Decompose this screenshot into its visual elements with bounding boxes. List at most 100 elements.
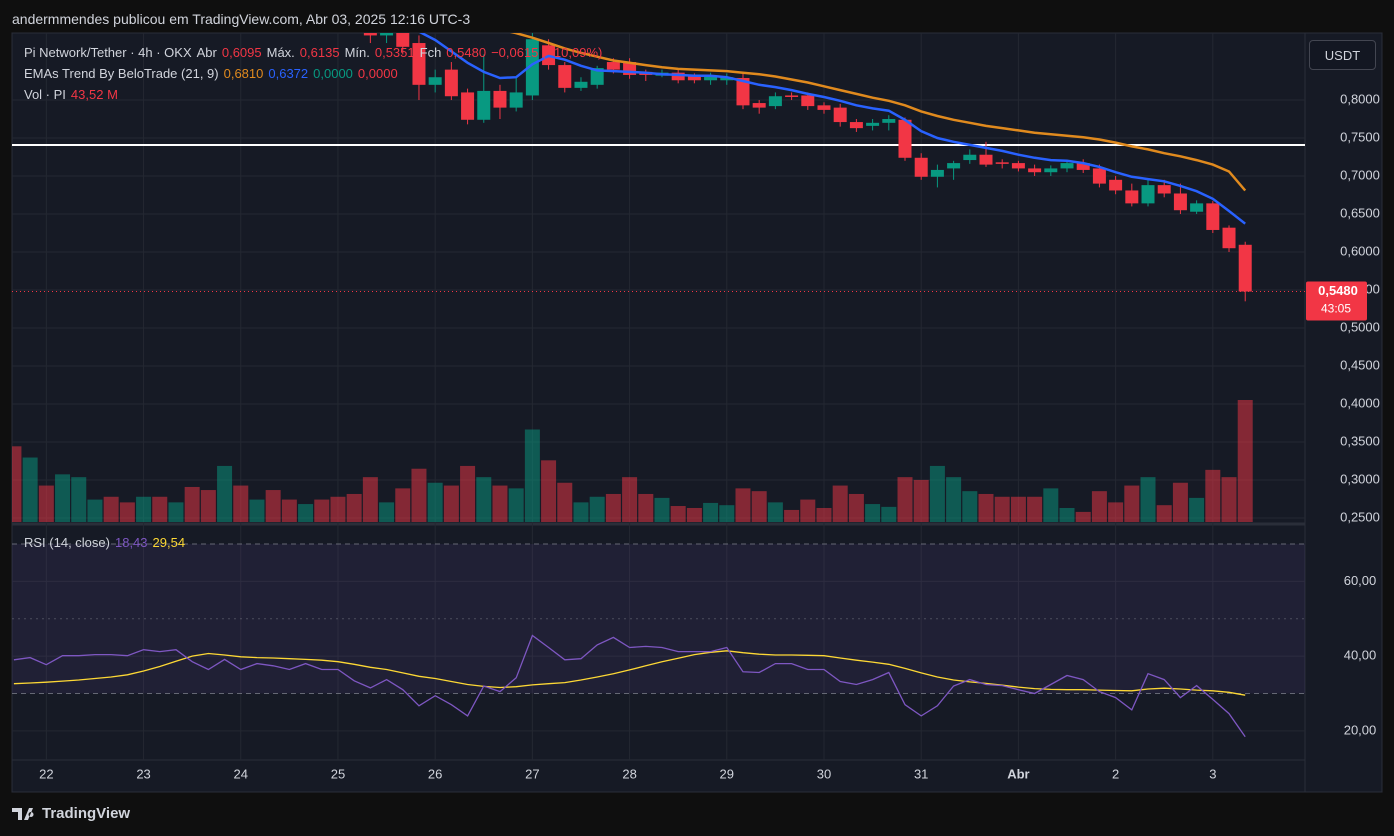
candle-body <box>963 154 977 161</box>
brand-name: TradingView <box>42 805 131 822</box>
volume-bar <box>1027 496 1043 522</box>
candle-body <box>348 0 361 9</box>
candle-body <box>1157 185 1171 194</box>
brand-logo <box>12 807 34 820</box>
volume-bar <box>978 493 994 522</box>
candle-body <box>1206 203 1220 230</box>
candle-body <box>704 75 718 81</box>
ohlc-label: Fch <box>419 45 442 60</box>
candle-body <box>444 69 458 97</box>
volume-name: Vol · PI <box>24 87 66 102</box>
volume-bar <box>1237 400 1253 522</box>
candle-body <box>768 96 782 107</box>
candle-body <box>1190 203 1204 212</box>
y-tick-label: 0,3500 <box>1340 433 1380 448</box>
candle-body <box>736 77 750 106</box>
volume-bar <box>719 505 735 522</box>
countdown: 43:05 <box>1321 302 1351 316</box>
volume-bar <box>38 485 54 522</box>
volume-bar <box>703 502 719 522</box>
currency-button[interactable]: USDT <box>1309 40 1376 70</box>
price-pane <box>12 0 1305 302</box>
volume-bar <box>1010 496 1026 522</box>
x-tick-label: 28 <box>622 766 636 781</box>
rsi-value: 29,54 <box>152 535 186 550</box>
candle-body <box>833 107 847 123</box>
volume-bar <box>330 496 346 522</box>
x-tick-label: 2 <box>1112 766 1119 781</box>
rsi-line <box>13 634 1246 738</box>
candle-body <box>477 90 491 120</box>
volume-bar <box>1156 505 1172 522</box>
indicator-value: 0,0000 <box>357 66 398 81</box>
volume-bar <box>1172 482 1188 522</box>
header: andermmendes publicou em TradingView.com… <box>12 11 471 27</box>
rsi-legend: RSI (14, close) 18,43 29,54 <box>24 535 190 550</box>
candle-body <box>979 154 993 165</box>
volume-bar <box>460 465 476 522</box>
rsi-name: RSI (14, close) <box>24 535 110 550</box>
x-tick-label: Abr <box>1007 766 1029 781</box>
brand: TradingView <box>12 805 130 822</box>
candle-body <box>525 39 539 96</box>
volume-bar <box>55 474 71 522</box>
volume-bar <box>1189 497 1205 522</box>
indicator-value: 0,0000 <box>313 66 353 81</box>
candle-body <box>493 90 507 108</box>
volume-bar <box>622 477 638 522</box>
candle-body <box>687 75 701 81</box>
y-tick-label: 0,6000 <box>1340 243 1380 258</box>
price-label-box <box>1306 281 1367 321</box>
volume-bar <box>751 491 767 522</box>
candle-body <box>396 33 410 47</box>
volume-bar <box>1205 469 1221 522</box>
volume-bar <box>541 460 557 522</box>
ohlc-value: 0,5351 <box>374 45 415 60</box>
volume-bar <box>605 493 621 522</box>
candle-body <box>1222 227 1236 249</box>
rsi-band <box>12 543 1305 694</box>
volume-bar <box>994 496 1010 522</box>
volume-bar <box>411 468 427 522</box>
candle-body <box>363 33 377 36</box>
x-tick-label: 23 <box>136 766 150 781</box>
ohlc-value: 0,6135 <box>299 45 340 60</box>
volume-bar <box>12 446 22 522</box>
x-tick-label: 22 <box>39 766 53 781</box>
grid <box>12 33 1305 760</box>
volume-bar <box>395 488 411 522</box>
x-tick-label: 3 <box>1209 766 1216 781</box>
candle-body <box>1060 163 1074 169</box>
volume-bar <box>638 493 654 522</box>
ema-line <box>509 33 1247 192</box>
volume-bar <box>265 490 281 522</box>
volume-bar <box>22 457 38 522</box>
volume-bar <box>946 477 962 522</box>
volume-bar <box>87 499 103 522</box>
volume-bar <box>784 509 800 522</box>
ohlc-value: 0,6095 <box>221 45 262 60</box>
volume-bar <box>233 485 249 522</box>
x-tick-label: 24 <box>234 766 248 781</box>
candle-body <box>1125 190 1139 204</box>
candle-body <box>1173 193 1187 211</box>
volume-bar <box>1140 477 1156 522</box>
volume-bar <box>1221 477 1237 522</box>
volume-bar <box>670 506 686 522</box>
volume-bar <box>832 485 848 522</box>
volume-value: 43,52 M <box>70 87 118 102</box>
ohlc-label: Abr <box>196 45 217 60</box>
candle-body <box>1044 168 1058 173</box>
y-tick-label: 0,6500 <box>1340 205 1380 220</box>
x-tick-label: 31 <box>914 766 928 781</box>
x-tick-label: 27 <box>525 766 539 781</box>
candle-body <box>380 33 394 36</box>
indicator-value: 0,6372 <box>268 66 309 81</box>
volume-bar <box>1124 485 1140 522</box>
axes: 0,25000,30000,35000,40000,45000,50000,55… <box>39 91 1380 781</box>
volume-bar <box>913 479 929 522</box>
candle-body <box>947 163 961 169</box>
candle-body <box>1076 163 1090 170</box>
volume-bar <box>362 477 378 522</box>
